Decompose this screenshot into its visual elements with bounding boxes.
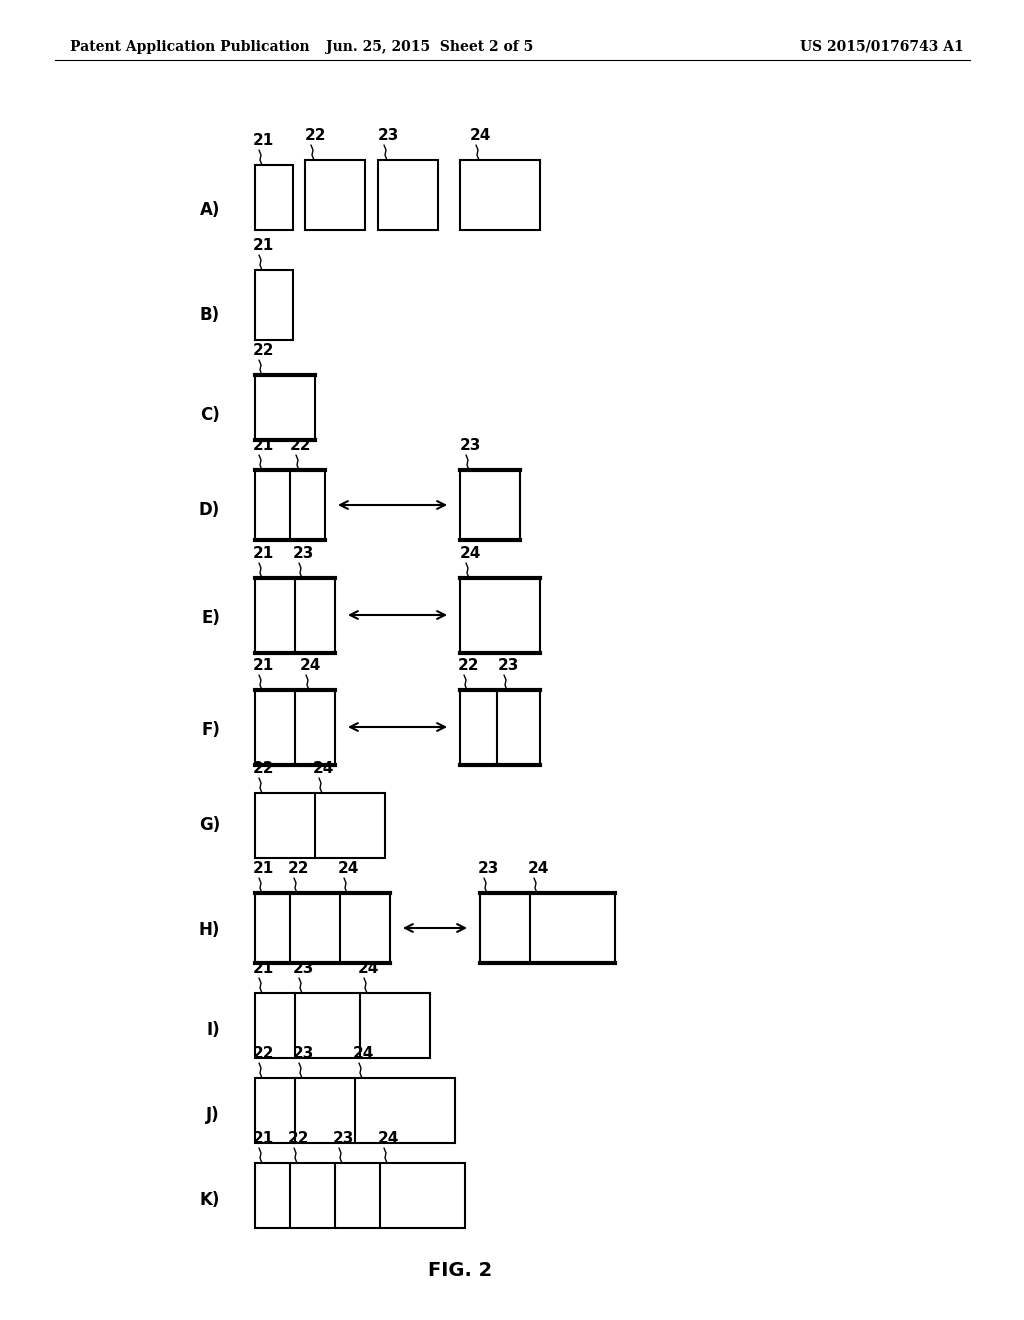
Bar <box>255 690 335 766</box>
Text: 22: 22 <box>288 1131 309 1146</box>
Text: 21: 21 <box>253 546 274 561</box>
Text: 23: 23 <box>293 1045 314 1061</box>
Bar <box>255 470 325 540</box>
Text: J): J) <box>207 1106 220 1125</box>
Bar <box>255 793 385 858</box>
Text: B): B) <box>200 306 220 323</box>
Text: 22: 22 <box>305 128 327 143</box>
Text: 24: 24 <box>470 128 492 143</box>
Text: G): G) <box>199 816 220 834</box>
Bar <box>255 1078 455 1143</box>
Bar <box>255 271 293 341</box>
Text: 24: 24 <box>460 546 481 561</box>
Text: 23: 23 <box>478 861 500 876</box>
Text: 24: 24 <box>358 961 379 975</box>
Text: 23: 23 <box>498 657 519 673</box>
Text: I): I) <box>207 1020 220 1039</box>
Text: 21: 21 <box>253 133 274 148</box>
Bar <box>255 165 293 230</box>
Text: E): E) <box>201 609 220 627</box>
Text: 22: 22 <box>290 438 311 453</box>
Text: 21: 21 <box>253 861 274 876</box>
Text: 21: 21 <box>253 657 274 673</box>
Text: Patent Application Publication: Patent Application Publication <box>70 40 309 54</box>
Text: C): C) <box>201 407 220 424</box>
Bar <box>460 578 540 653</box>
Text: Jun. 25, 2015  Sheet 2 of 5: Jun. 25, 2015 Sheet 2 of 5 <box>327 40 534 54</box>
Text: 21: 21 <box>253 438 274 453</box>
Text: 22: 22 <box>253 343 274 358</box>
Text: 21: 21 <box>253 1131 274 1146</box>
Text: H): H) <box>199 921 220 939</box>
Bar <box>460 470 520 540</box>
Text: 23: 23 <box>293 546 314 561</box>
Text: 24: 24 <box>300 657 322 673</box>
Text: 21: 21 <box>253 961 274 975</box>
Bar <box>305 160 365 230</box>
Bar <box>460 160 540 230</box>
Text: 22: 22 <box>288 861 309 876</box>
Text: 24: 24 <box>528 861 549 876</box>
Bar <box>480 894 615 964</box>
Text: D): D) <box>199 502 220 519</box>
Text: K): K) <box>200 1191 220 1209</box>
Text: FIG. 2: FIG. 2 <box>428 1261 493 1279</box>
Text: 24: 24 <box>338 861 359 876</box>
Bar <box>378 160 438 230</box>
Text: US 2015/0176743 A1: US 2015/0176743 A1 <box>800 40 964 54</box>
Text: 23: 23 <box>378 128 399 143</box>
Bar <box>255 578 335 653</box>
Bar <box>255 1163 465 1228</box>
Bar <box>255 993 430 1059</box>
Bar <box>255 894 390 964</box>
Text: 22: 22 <box>253 762 274 776</box>
Text: 23: 23 <box>460 438 481 453</box>
Text: 24: 24 <box>378 1131 399 1146</box>
Bar <box>255 375 315 440</box>
Bar <box>460 690 540 766</box>
Text: 23: 23 <box>293 961 314 975</box>
Text: F): F) <box>201 721 220 739</box>
Text: 22: 22 <box>253 1045 274 1061</box>
Text: 21: 21 <box>253 238 274 253</box>
Text: 24: 24 <box>353 1045 375 1061</box>
Text: 22: 22 <box>458 657 479 673</box>
Text: 23: 23 <box>333 1131 354 1146</box>
Text: 24: 24 <box>313 762 335 776</box>
Text: A): A) <box>200 201 220 219</box>
